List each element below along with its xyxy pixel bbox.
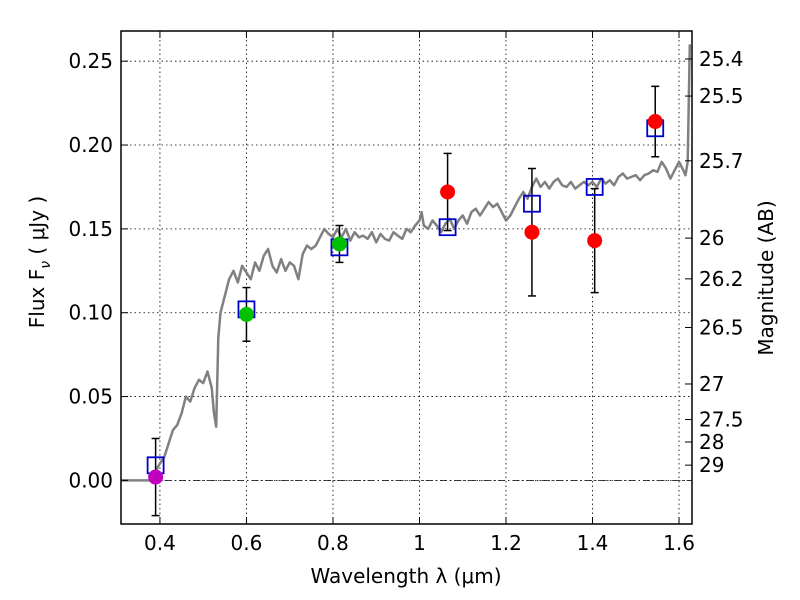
- y-tick-label: 0.25: [68, 49, 113, 73]
- observed-point: [440, 184, 456, 200]
- right-tick-label: 29: [699, 453, 724, 477]
- right-axis-label: Magnitude (AB): [754, 200, 778, 355]
- right-tick-label: 26: [699, 226, 724, 250]
- y-tick-label: 0.10: [68, 301, 113, 325]
- x-tick-label: 1.4: [577, 531, 609, 555]
- grid-lines: [121, 31, 692, 524]
- spectrum-line: [121, 44, 692, 482]
- right-tick-label: 27.5: [699, 408, 744, 432]
- observed-point: [238, 306, 254, 322]
- right-tick-label: 28: [699, 430, 724, 454]
- model-point-box: [585, 178, 604, 196]
- y-axis-label-subscript: ν: [38, 261, 54, 269]
- right-tick-label: 26.2: [699, 267, 744, 291]
- x-axis-label: Wavelength λ (μm): [310, 564, 501, 588]
- x-tick-label: 0.4: [144, 531, 176, 555]
- plot-frame: [120, 30, 693, 525]
- y-axis-label: Flux Fν ( μJy ): [25, 196, 54, 328]
- x-tick-label: 1.6: [663, 531, 695, 555]
- model-point-box: [438, 218, 457, 237]
- observed-point: [148, 469, 164, 485]
- y-tick-label: 0.20: [68, 133, 113, 157]
- y-tick-label: 0.15: [68, 217, 113, 241]
- tick-labels: 0.4 0.6 0.8 1 1.2 1.4 1.6 0.00 0.05 0.10 0.15 0.20 0…: [68, 47, 743, 555]
- x-tick-label: 1.2: [490, 531, 522, 555]
- right-tick-label: 26.5: [699, 315, 744, 339]
- y-axis-label-main: Flux F: [25, 269, 49, 328]
- observed-point: [331, 236, 347, 252]
- right-tick-label: 25.5: [699, 84, 744, 108]
- x-tick-label: 1: [413, 531, 426, 555]
- y-tick-label: 0.00: [68, 468, 113, 492]
- observed-point: [647, 114, 663, 130]
- model-point-box: [523, 194, 541, 213]
- x-tick-label: 0.6: [231, 531, 263, 555]
- data-points: [146, 85, 665, 517]
- right-tick-label: 27: [699, 372, 724, 396]
- observed-point: [587, 233, 603, 249]
- axis-ticks: [121, 31, 692, 524]
- y-tick-label: 0.05: [68, 385, 113, 409]
- right-tick-label: 25.7: [699, 149, 744, 173]
- right-tick-label: 25.4: [699, 47, 744, 71]
- y-axis-label-unit: ( μJy ): [25, 196, 49, 261]
- x-tick-label: 0.8: [317, 531, 349, 555]
- observed-point: [524, 224, 540, 240]
